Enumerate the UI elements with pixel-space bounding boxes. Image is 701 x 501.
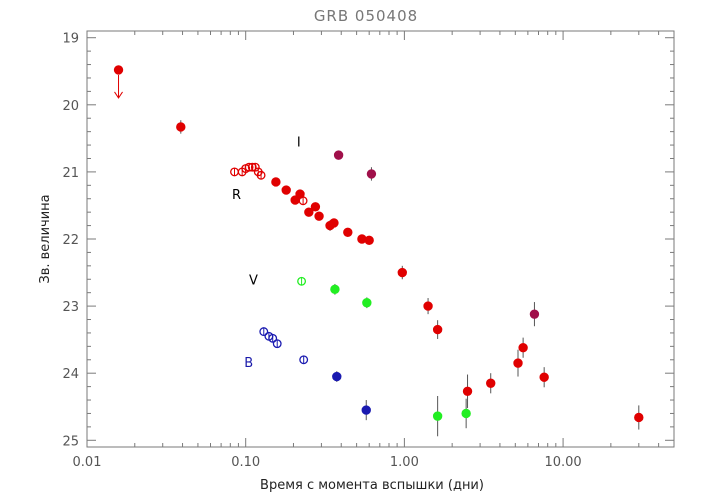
data-point [486, 378, 496, 388]
y-tick-label: 23 [62, 300, 79, 315]
data-point [432, 411, 443, 421]
data-point [513, 358, 523, 368]
data-point [271, 177, 281, 187]
band-label: V [249, 273, 258, 288]
data-point [539, 372, 549, 382]
data-point [397, 267, 407, 278]
data-point [343, 227, 353, 237]
data-point [634, 412, 644, 423]
y-tick-label: 22 [62, 233, 79, 248]
data-point [362, 298, 372, 308]
data-point [332, 371, 342, 382]
y-tick-label: 20 [62, 99, 79, 114]
upper-limit-arrow-head [114, 91, 123, 99]
data-point [113, 65, 124, 75]
data-point [364, 235, 374, 246]
data-point [462, 386, 473, 397]
y-tick-label: 24 [62, 367, 79, 382]
data-point [304, 207, 314, 217]
x-axis: 0.01 0.10 1.00 10.00 [73, 31, 675, 470]
data-points [113, 65, 644, 437]
x-tick-label: 1.00 [390, 455, 419, 470]
x-tick-label: 0.01 [73, 455, 102, 470]
data-point [518, 342, 528, 353]
data-point [366, 169, 377, 179]
x-tick-label: 10.00 [544, 455, 581, 470]
data-point [281, 185, 291, 195]
y-tick-label: 21 [62, 166, 79, 181]
data-point [529, 309, 540, 319]
data-point [329, 218, 339, 228]
data-point [423, 301, 433, 311]
data-point [361, 405, 371, 415]
y-axis: 19 20 21 22 23 24 25 [62, 32, 674, 449]
y-tick-label: 19 [62, 32, 79, 47]
y-axis-title: Зв. величина [38, 194, 53, 283]
data-point [432, 324, 443, 335]
data-point [461, 408, 471, 419]
band-label: I [297, 136, 301, 151]
data-point [310, 202, 321, 212]
x-tick-label: 0.10 [231, 455, 260, 470]
chart-title: GRB 050408 [314, 7, 418, 25]
y-tick-label: 25 [62, 434, 79, 449]
data-point [330, 284, 340, 295]
band-label: R [232, 188, 241, 203]
band-labels: I R V B [232, 136, 301, 371]
data-point [333, 150, 344, 160]
band-label: B [244, 356, 253, 371]
x-axis-title: Время с момента вспышки (дни) [260, 478, 484, 493]
data-point [314, 211, 324, 221]
data-point [176, 122, 186, 132]
